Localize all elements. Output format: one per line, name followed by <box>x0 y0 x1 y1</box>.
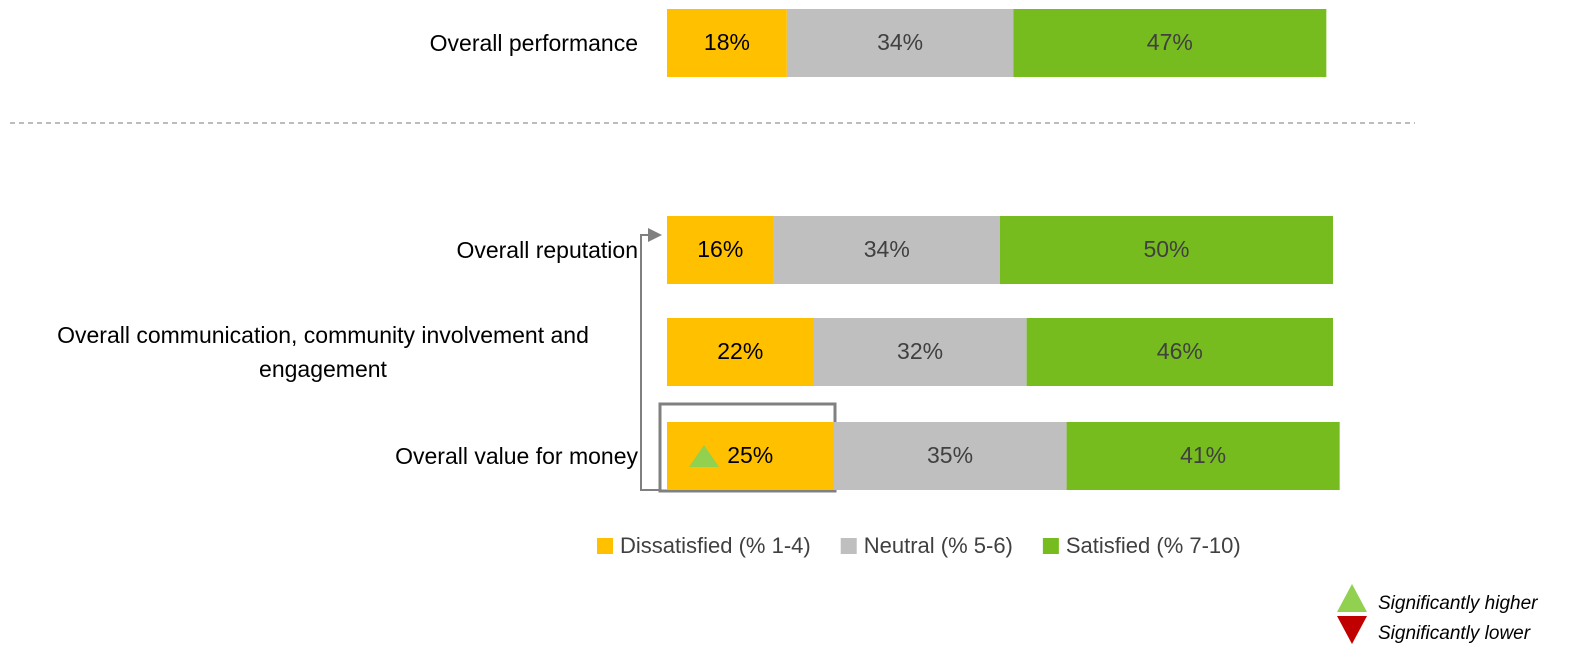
bar-segment <box>773 216 1000 284</box>
legend-label: Dissatisfied (% 1-4) <box>620 533 811 558</box>
category-label: Overall reputation <box>456 237 638 263</box>
value-label: 18% <box>704 29 750 55</box>
bracket <box>640 234 660 491</box>
category-label: Overall performance <box>429 30 638 56</box>
significance-legend-marker <box>1337 616 1367 644</box>
significance-legend-marker <box>1337 584 1367 612</box>
value-label: 32% <box>897 338 943 364</box>
bar-segment <box>833 422 1067 490</box>
value-label: 47% <box>1147 29 1193 55</box>
value-label: 34% <box>877 29 923 55</box>
bar-segment <box>1066 422 1340 490</box>
bar-segment <box>813 318 1027 386</box>
value-label: 16% <box>697 236 743 262</box>
bar-segment <box>1026 318 1333 386</box>
value-label: 22% <box>717 338 763 364</box>
bar-segment <box>667 422 834 490</box>
legend-label: Neutral (% 5-6) <box>864 533 1013 558</box>
legend-swatch <box>840 538 857 554</box>
bar-segment <box>786 9 1014 77</box>
bar-segment <box>667 9 787 77</box>
legend-swatch <box>597 538 613 554</box>
legend-label: Satisfied (% 7-10) <box>1066 533 1241 558</box>
bar-segment <box>667 318 814 386</box>
legend-swatch <box>1042 538 1059 554</box>
significance-legend-label: Significantly higher <box>1378 593 1538 614</box>
category-label: Overall communication, community involve… <box>57 322 589 382</box>
value-label: 25% <box>727 442 773 468</box>
bar-segment <box>667 216 774 284</box>
category-label: Overall value for money <box>395 443 638 469</box>
significance-marker <box>689 445 719 467</box>
bar-segment <box>1000 216 1333 284</box>
value-label: 34% <box>864 236 910 262</box>
value-label: 41% <box>1180 442 1226 468</box>
bar-segment <box>1013 9 1327 77</box>
bracket-arrow <box>648 228 662 242</box>
value-label: 35% <box>927 442 973 468</box>
value-label: 46% <box>1157 338 1203 364</box>
significance-legend-label: Significantly lower <box>1378 623 1531 644</box>
value-label: 50% <box>1143 236 1189 262</box>
